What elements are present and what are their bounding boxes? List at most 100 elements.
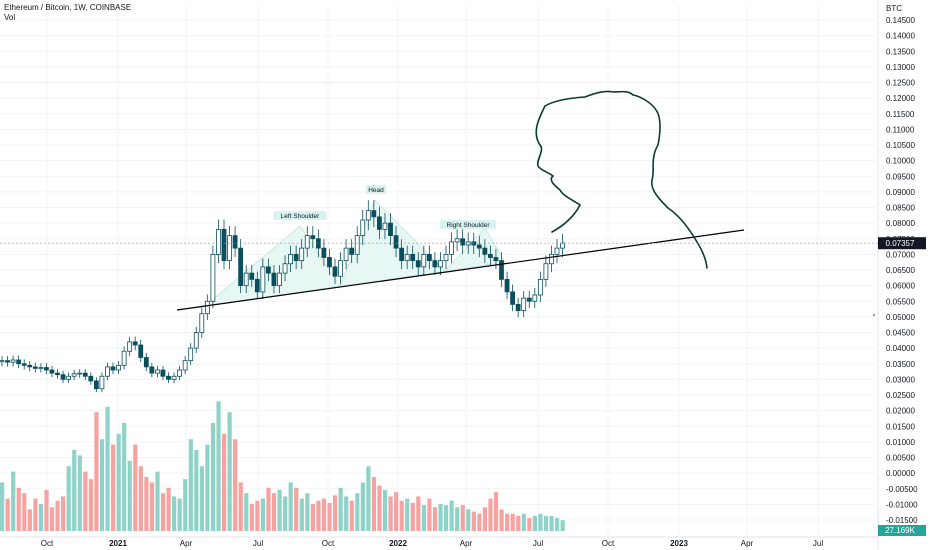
volume-bar [294,487,299,531]
candle-body [532,294,538,302]
volume-bar [138,466,143,531]
pattern-label-bg [365,185,387,194]
price-axis-label: 0.03500 [886,360,915,369]
volume-bar [222,433,227,531]
candle-body [265,266,271,274]
volume-bar [349,500,354,531]
candle-body [32,366,38,369]
price-axis-label: 0.10500 [886,141,915,150]
price-axis-label: 0.04500 [886,329,915,338]
candle-body [432,260,438,268]
volume-bar [310,504,315,531]
volume-bar [421,505,426,531]
volume-bar [327,502,332,531]
volume-label: Vol [4,13,16,22]
volume-bar [488,498,493,531]
price-axis-label: 0.14000 [886,32,915,41]
price-axis-label: 0.03000 [886,375,915,384]
pattern-label: Right Shoulder [447,222,491,229]
candle-body [238,247,244,287]
candle-body [443,253,449,262]
volume-bar [99,439,105,531]
volume-bar [27,509,32,531]
volume-bar [482,507,488,531]
volume-bar [460,505,465,531]
candle-body [232,235,238,249]
volume-bar [83,471,88,531]
volume-bar [316,500,321,531]
candle-body [110,366,116,371]
volume-bar [177,498,182,531]
pattern-label-bg [273,211,327,220]
candle-body [293,253,299,262]
price-axis-label: 0.04000 [886,344,915,353]
volume-bar [55,500,60,531]
candle-body [288,253,294,265]
candle-body [526,297,532,302]
price-axis-label: 0.11500 [886,110,915,119]
candle-body [0,360,5,363]
volume-bar [49,507,55,531]
candle-body [499,260,504,280]
volume-bar [249,504,254,531]
candle-body [193,332,199,349]
price-axis-label: 0.05000 [886,313,915,322]
volume-bar [144,477,149,531]
volume-bar [477,513,482,531]
candle-body [182,360,188,371]
volume-bar [355,493,360,531]
volume-bar [527,518,532,531]
volume-bar [288,482,293,531]
time-axis-label: Apr [741,539,754,548]
candle-body [71,373,77,377]
volume-bar [22,493,27,531]
volume-bar [521,513,526,531]
candle-body [16,359,22,365]
candle-body [454,238,460,243]
volume-bar [410,502,415,531]
volume-bar [160,493,166,531]
volume-bar [299,498,304,531]
volume-bar [38,504,44,531]
candle-body [138,344,144,358]
volume-bar [194,450,199,531]
time-axis-label: 2021 [109,539,127,548]
price-axis-label: 0.00500 [886,454,915,463]
volume-bar [510,513,515,531]
marker-dot [873,314,875,316]
volume-bar [321,498,327,531]
candle-body [188,347,194,362]
last-price-badge [878,237,926,250]
candle-body [321,247,327,258]
volume-bar [260,498,266,531]
price-axis-label: -0.00500 [886,485,918,494]
pattern-label-bg [439,220,497,229]
candle-body [354,235,360,255]
volume-bar [560,520,565,531]
volume-bar [88,479,93,531]
volume-bar [399,500,404,531]
candle-body [360,219,366,237]
volume-bar [94,412,99,531]
candle-body [55,372,60,376]
volume-bar [344,496,349,531]
drawing-face-silhouette [535,90,708,269]
volume-bar [105,406,110,531]
candle-body [399,247,405,262]
last-price-value: 0.07357 [886,239,915,248]
price-axis-label: 0.07000 [886,250,915,259]
candle-body [260,266,266,293]
price-axis-label: 0.13000 [886,63,915,72]
candle-body [160,369,166,377]
candle-body [404,253,410,262]
candle-body [277,272,282,287]
candle-body [10,359,16,363]
candle-body [221,228,227,262]
volume-bar [466,509,471,531]
volume-bar [227,412,232,531]
candle-body [493,257,499,262]
volume-bar [72,450,77,531]
candle-body [143,357,149,368]
candle-body [410,253,416,262]
